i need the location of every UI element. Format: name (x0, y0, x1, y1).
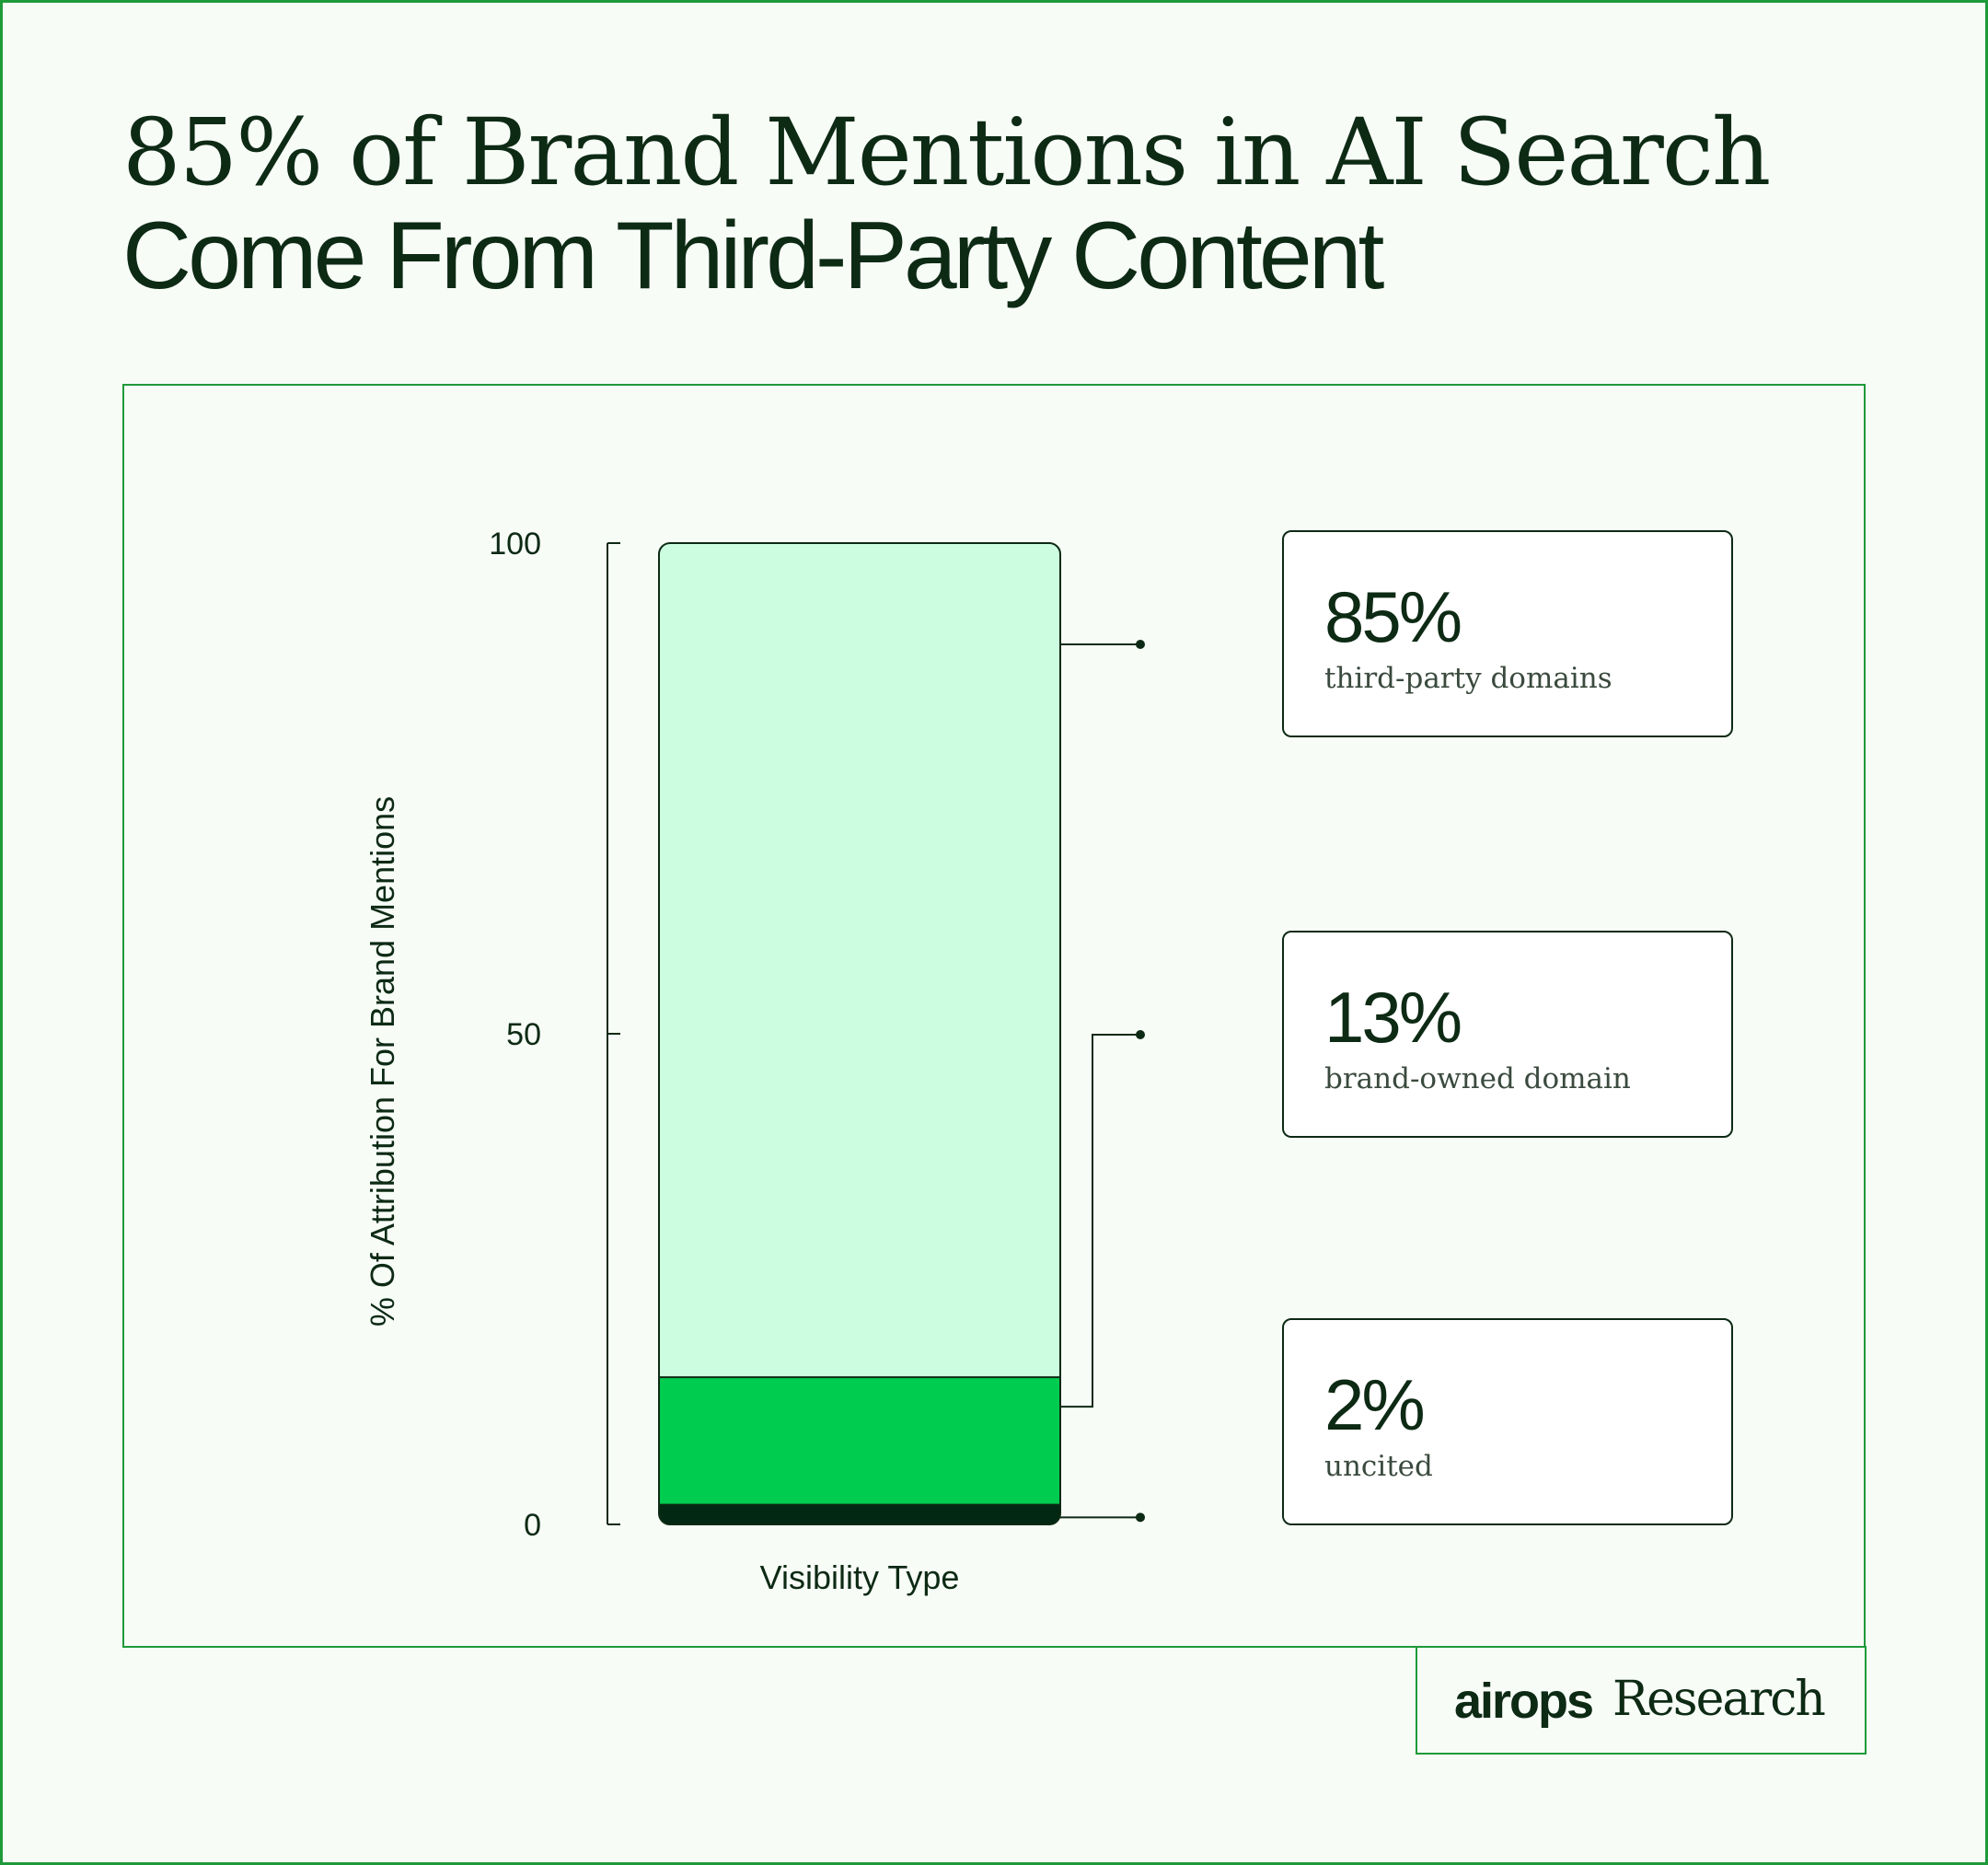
connector-dot-uncited (1136, 1512, 1145, 1523)
connector-dot-brand-owned-domain (1136, 1030, 1145, 1039)
callout-value: 13% (1324, 977, 1462, 1058)
y-tick-label-0: 0 (524, 1508, 541, 1543)
callout-label: uncited (1324, 1450, 1433, 1483)
title-line-2: Come From Third-Party Content (122, 203, 1384, 309)
callout-uncited: 2% uncited (1282, 1318, 1733, 1525)
callout-connectors (1060, 640, 1145, 1523)
connector-dot-third-party-domains (1136, 640, 1145, 649)
stacked-bar-chart: 0 50 100 Visibility Type % Of Attribution F… (364, 527, 1145, 1596)
chart-panel: 0 50 100 Visibility Type % Of Attribution F… (122, 384, 1866, 1648)
y-tick-label-100: 100 (489, 527, 541, 562)
connector-brand-owned-domain (1060, 1034, 1140, 1408)
y-tick-label-50: 50 (506, 1017, 541, 1052)
bar-outline (658, 542, 1061, 1525)
callout-third-party-domains: 85% third-party domains (1282, 530, 1733, 737)
callout-label: brand-owned domain (1324, 1062, 1631, 1095)
y-axis: 0 50 100 (489, 527, 620, 1543)
airops-logo: airops (1454, 1674, 1594, 1729)
callout-brand-owned-domain: 13% brand-owned domain (1282, 931, 1733, 1138)
bar-segment-brand-owned-domain (659, 1377, 1060, 1505)
callout-label: third-party domains (1324, 662, 1612, 695)
brand-research-label: Research (1612, 1672, 1826, 1727)
title-line-1: 85% of Brand Mentions in AI Search (122, 98, 1771, 206)
callout-value: 85% (1324, 576, 1462, 657)
bar-segment-uncited (659, 1504, 1060, 1524)
brand-box: airops Research (1416, 1646, 1867, 1755)
bar-stack (659, 543, 1060, 1524)
x-axis-label: Visibility Type (760, 1558, 960, 1596)
y-axis-label: % Of Attribution For Brand Mentions (364, 796, 401, 1326)
axis-labels: Visibility Type % Of Attribution For Bran… (364, 796, 959, 1596)
callout-value: 2% (1324, 1364, 1426, 1445)
bar-segment-third-party-domains (659, 543, 1060, 1378)
page-title: 85% of Brand Mentions in AI Search Come … (122, 98, 1917, 309)
